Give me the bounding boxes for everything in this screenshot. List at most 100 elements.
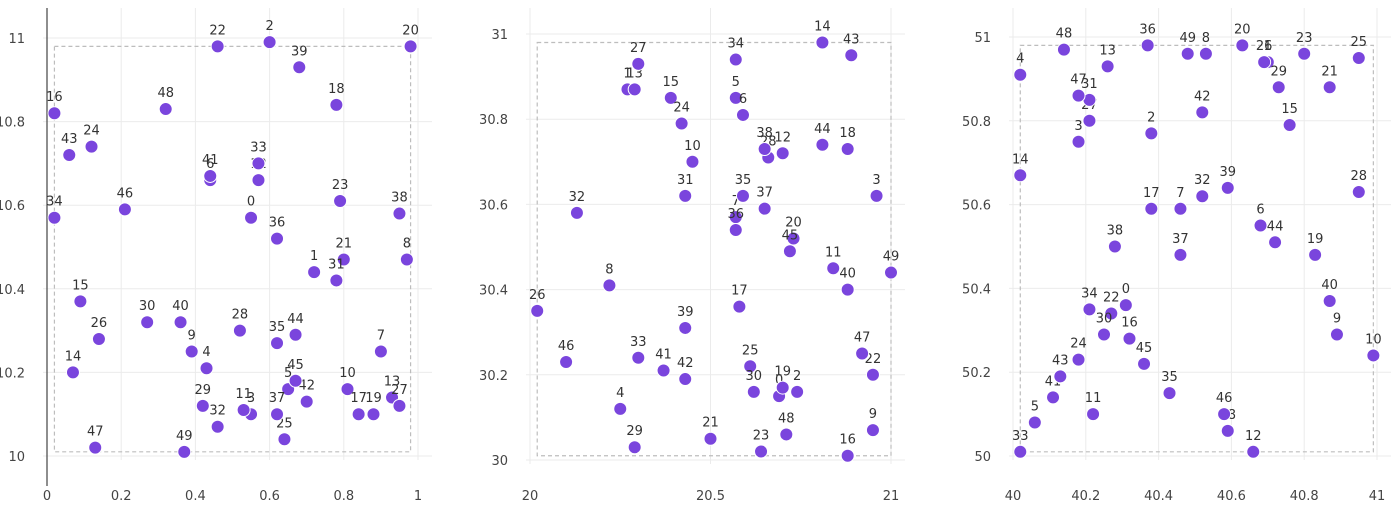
- point-label: 28: [232, 308, 249, 323]
- point-label: 15: [72, 278, 89, 293]
- point-label: 4: [616, 386, 624, 401]
- data-point: [729, 223, 742, 236]
- point-label: 23: [753, 428, 770, 443]
- data-point: [531, 304, 544, 317]
- data-point: [841, 143, 854, 156]
- point-label: 46: [558, 339, 575, 354]
- point-label: 27: [391, 383, 408, 398]
- data-point: [560, 356, 573, 369]
- data-point: [48, 211, 61, 224]
- point-label: 9: [1333, 311, 1341, 326]
- data-point: [733, 300, 746, 313]
- y-tick-label: 50.8: [962, 115, 991, 130]
- bounding-box: [1020, 45, 1373, 451]
- point-label: 25: [742, 343, 759, 358]
- data-point: [614, 402, 627, 415]
- point-label: 40: [839, 267, 856, 282]
- y-tick-label: 10.2: [0, 366, 25, 381]
- data-point: [204, 169, 217, 182]
- data-point: [866, 424, 879, 437]
- point-label: 29: [1270, 64, 1287, 79]
- data-point: [776, 381, 789, 394]
- y-tick-label: 30: [491, 454, 508, 469]
- data-point: [856, 347, 869, 360]
- data-point: [293, 61, 306, 74]
- point-label: 43: [1052, 353, 1069, 368]
- data-point: [271, 408, 284, 421]
- point-label: 9: [188, 329, 196, 344]
- x-tick-label: 40.4: [1144, 489, 1173, 504]
- data-point: [747, 385, 760, 398]
- point-label: 31: [677, 173, 694, 188]
- data-point: [1014, 169, 1027, 182]
- data-point: [200, 362, 213, 375]
- point-label: 24: [83, 124, 100, 139]
- data-point: [1181, 47, 1194, 60]
- point-label: 41: [202, 153, 219, 168]
- point-label: 4: [1016, 52, 1024, 67]
- data-point: [686, 155, 699, 168]
- data-point: [1247, 445, 1260, 458]
- data-point: [657, 364, 670, 377]
- data-point: [1309, 248, 1322, 261]
- data-point: [1087, 408, 1100, 421]
- point-label: 26: [91, 316, 108, 331]
- x-tick-label: 0.8: [333, 489, 354, 504]
- data-point: [1283, 118, 1296, 131]
- data-point: [679, 373, 692, 386]
- point-label: 26: [529, 288, 546, 303]
- point-label: 12: [1245, 429, 1262, 444]
- y-tick-label: 30.8: [479, 113, 508, 128]
- data-point: [1145, 127, 1158, 140]
- point-label: 39: [1219, 165, 1236, 180]
- point-label: 24: [673, 100, 690, 115]
- data-point: [118, 203, 131, 216]
- point-label: 8: [605, 262, 613, 277]
- data-point: [1083, 114, 1096, 127]
- data-point: [1072, 135, 1085, 148]
- point-label: 9: [869, 407, 877, 422]
- data-point: [66, 366, 79, 379]
- data-point: [736, 189, 749, 202]
- data-point: [870, 189, 883, 202]
- data-point: [1123, 332, 1136, 345]
- point-label: 49: [176, 429, 193, 444]
- point-label: 49: [1179, 31, 1196, 46]
- point-label: 32: [1194, 173, 1211, 188]
- point-label: 44: [1267, 219, 1284, 234]
- point-label: 7: [377, 329, 385, 344]
- data-point: [1163, 387, 1176, 400]
- point-label: 32: [569, 190, 586, 205]
- y-tick-label: 10.8: [0, 116, 25, 131]
- point-label: 42: [1194, 89, 1211, 104]
- data-point: [675, 117, 688, 130]
- y-tick-label: 50: [974, 450, 991, 465]
- point-label: 33: [250, 140, 267, 155]
- data-point: [816, 36, 829, 49]
- x-tick-label: 21: [883, 489, 900, 504]
- data-point: [780, 428, 793, 441]
- data-point: [1174, 248, 1187, 261]
- point-label: 47: [87, 425, 104, 440]
- point-label: 14: [814, 20, 831, 35]
- data-point: [271, 337, 284, 350]
- point-label: 44: [814, 122, 831, 137]
- data-point: [628, 441, 641, 454]
- data-point: [1221, 181, 1234, 194]
- data-point: [89, 441, 102, 454]
- data-point: [211, 420, 224, 433]
- data-point: [196, 399, 209, 412]
- point-label: 37: [756, 186, 773, 201]
- y-tick-label: 10.4: [0, 283, 25, 298]
- point-label: 21: [336, 237, 353, 252]
- data-point: [679, 321, 692, 334]
- y-tick-label: 10.6: [0, 199, 25, 214]
- data-point: [866, 368, 879, 381]
- point-label: 11: [1085, 391, 1102, 406]
- data-point: [1323, 294, 1336, 307]
- point-label: 41: [655, 348, 672, 363]
- data-point: [758, 202, 771, 215]
- data-point: [1272, 81, 1285, 94]
- point-label: 38: [756, 126, 773, 141]
